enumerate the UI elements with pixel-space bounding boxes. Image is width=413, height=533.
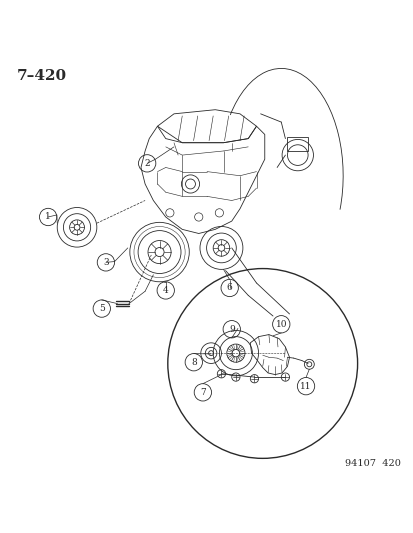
Text: 3: 3 — [103, 258, 109, 267]
Text: 7–420: 7–420 — [17, 69, 67, 83]
Text: 6: 6 — [226, 284, 232, 293]
Text: 1: 1 — [45, 213, 51, 222]
Text: 7: 7 — [199, 388, 205, 397]
Text: 9: 9 — [228, 325, 234, 334]
Text: 10: 10 — [275, 320, 286, 329]
Text: 11: 11 — [299, 382, 311, 391]
Text: 5: 5 — [99, 304, 104, 313]
Text: 2: 2 — [144, 159, 150, 168]
Text: 8: 8 — [190, 358, 196, 367]
Text: 4: 4 — [162, 286, 168, 295]
Text: 94107  420: 94107 420 — [344, 459, 400, 468]
